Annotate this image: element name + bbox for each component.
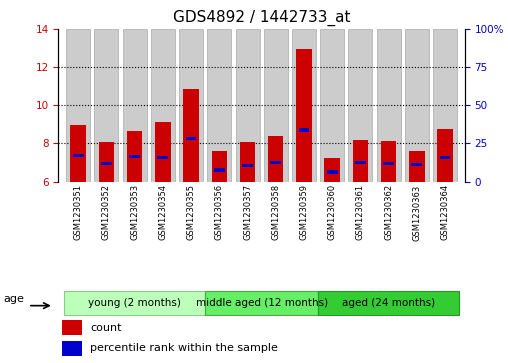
Bar (127, 131, 142, 182)
Bar (440, 156, 451, 159)
Bar (99, 142, 114, 182)
Bar (236, 29, 260, 182)
Bar (62, 340, 81, 356)
Bar (183, 89, 199, 182)
Bar (433, 29, 457, 182)
Text: aged (24 months): aged (24 months) (342, 298, 435, 308)
Bar (214, 168, 225, 172)
Bar (207, 29, 231, 182)
Bar (155, 122, 171, 182)
Bar (64, 291, 205, 315)
Bar (122, 29, 147, 182)
Bar (151, 29, 175, 182)
Bar (211, 151, 227, 182)
Text: young (2 months): young (2 months) (88, 298, 181, 308)
Text: middle aged (12 months): middle aged (12 months) (196, 298, 328, 308)
Bar (186, 137, 197, 140)
Bar (320, 29, 344, 182)
Text: percentile rank within the sample: percentile rank within the sample (90, 343, 278, 354)
Bar (73, 154, 83, 158)
Bar (129, 155, 140, 158)
Text: count: count (90, 323, 122, 333)
Bar (437, 129, 453, 182)
Bar (296, 49, 312, 182)
Bar (268, 136, 283, 182)
Bar (376, 29, 401, 182)
Bar (405, 29, 429, 182)
Bar (327, 170, 337, 174)
Bar (264, 29, 288, 182)
Bar (101, 162, 112, 165)
Bar (292, 29, 316, 182)
Bar (348, 29, 372, 182)
Bar (157, 156, 168, 159)
Bar (325, 158, 340, 182)
Bar (242, 164, 253, 167)
Bar (66, 29, 90, 182)
Title: GDS4892 / 1442733_at: GDS4892 / 1442733_at (173, 10, 351, 26)
Text: age: age (3, 294, 24, 304)
Bar (318, 291, 459, 315)
Bar (62, 320, 81, 335)
Bar (355, 161, 366, 164)
Bar (270, 161, 281, 164)
Bar (240, 142, 255, 182)
Bar (353, 140, 368, 182)
Bar (409, 151, 425, 182)
Bar (299, 129, 309, 132)
Bar (383, 162, 394, 165)
Bar (205, 291, 318, 315)
Bar (411, 163, 422, 166)
Bar (71, 125, 86, 182)
Bar (94, 29, 118, 182)
Bar (381, 142, 396, 182)
Bar (179, 29, 203, 182)
